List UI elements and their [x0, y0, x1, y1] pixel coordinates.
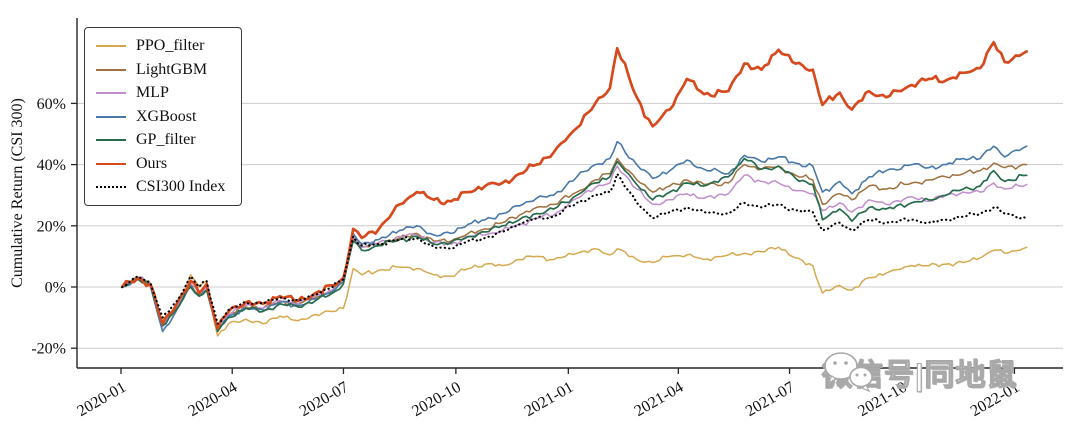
legend-item-gp-filter: GP_filter — [96, 129, 225, 151]
legend-label: GP_filter — [136, 131, 196, 148]
x-tick-label: 2022-01 — [968, 379, 1023, 420]
legend-swatch — [96, 68, 126, 71]
legend-label: Ours — [136, 154, 168, 172]
legend-item-ours: Ours — [96, 153, 225, 175]
legend-swatch — [96, 162, 126, 165]
legend-swatch — [96, 115, 126, 118]
series-line-ppo-filter — [121, 246, 1028, 337]
legend-item-csi300-index: CSI300 Index — [96, 176, 225, 198]
legend-label: PPO_filter — [136, 37, 205, 54]
legend-item-lightgbm: LightGBM — [96, 59, 225, 81]
legend-label: XGBoost — [136, 107, 197, 125]
series-line-ours — [120, 40, 1029, 330]
y-tick-label: 40% — [37, 157, 66, 174]
x-tick-label: 2020-01 — [74, 379, 129, 420]
legend-swatch — [96, 92, 126, 94]
x-tick-label: 2020-07 — [297, 379, 352, 420]
x-tick-label: 2021-07 — [743, 379, 798, 420]
y-tick-label: -20% — [31, 341, 66, 358]
y-tick-label: 0% — [45, 280, 66, 297]
axes — [71, 18, 1063, 374]
x-tick-label: 2021-10 — [855, 379, 910, 420]
x-tick-label: 2020-04 — [186, 379, 241, 420]
y-axis-title: Cumulative Return (CSI 300) — [9, 98, 26, 288]
x-tick-label: 2021-04 — [632, 379, 687, 420]
series-line-mlp — [121, 165, 1028, 331]
series-line-xgboost — [121, 140, 1028, 333]
x-tick-label: 2020-10 — [409, 379, 464, 420]
y-tick-label: 60% — [37, 96, 66, 113]
legend-swatch — [96, 186, 126, 188]
legend-swatch — [96, 139, 126, 141]
chart-legend: PPO_filter LightGBM MLP XGBoost GP_filter Our… — [84, 27, 243, 206]
legend-swatch — [96, 45, 126, 47]
series-line-lightgbm — [121, 157, 1028, 331]
legend-label: MLP — [136, 84, 169, 101]
series-line-gp-filter — [121, 157, 1028, 333]
legend-label: CSI300 Index — [136, 178, 226, 195]
legend-item-ppo-filter: PPO_filter — [96, 35, 225, 57]
y-tick-label: 20% — [37, 218, 66, 235]
legend-item-mlp: MLP — [96, 82, 225, 104]
data-series — [120, 40, 1029, 337]
legend-label: LightGBM — [136, 60, 208, 78]
legend-item-xgboost: XGBoost — [96, 106, 225, 128]
x-tick-label: 2021-01 — [522, 379, 577, 420]
